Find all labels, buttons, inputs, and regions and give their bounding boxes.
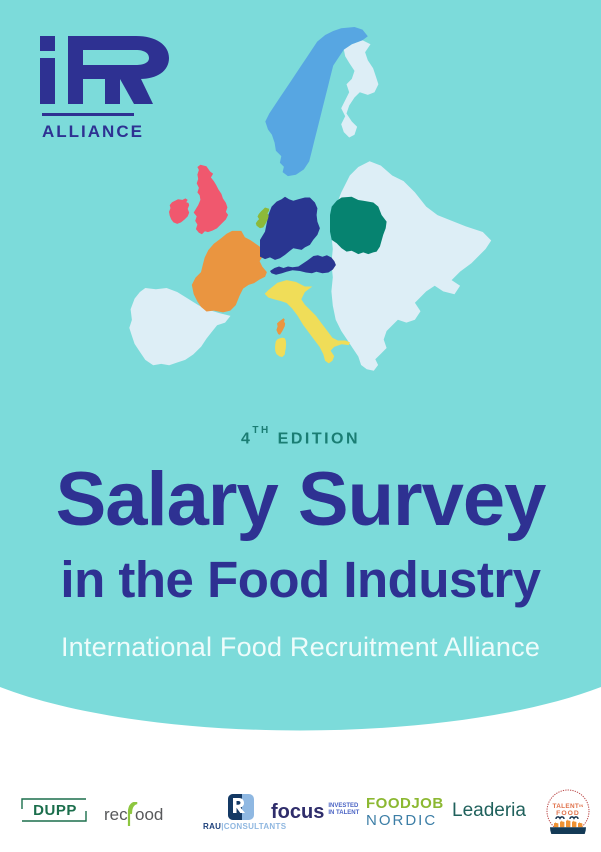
svg-text:rec: rec xyxy=(104,805,128,824)
svg-text:FOOD: FOOD xyxy=(556,810,580,817)
svg-text:ood: ood xyxy=(135,805,163,824)
svg-text:TALENTIN: TALENTIN xyxy=(553,803,584,810)
svg-text:DUPP: DUPP xyxy=(33,802,77,819)
